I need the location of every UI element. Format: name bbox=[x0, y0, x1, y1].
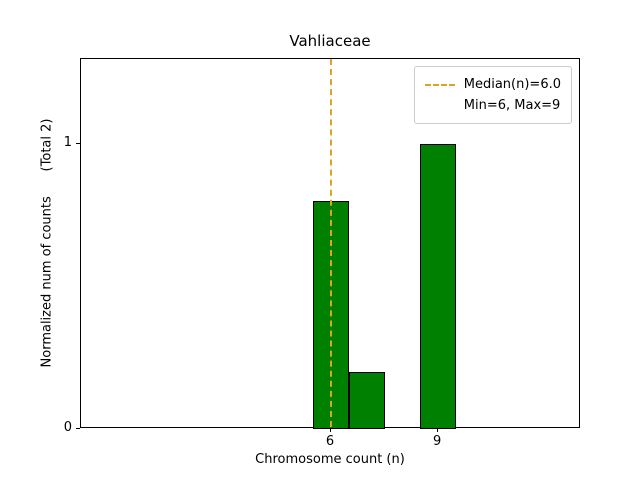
x-axis-label: Chromosome count (n) bbox=[255, 452, 405, 467]
y-tick bbox=[76, 143, 80, 145]
x-tick bbox=[330, 428, 331, 432]
plot-area: Median(n)=6.0 Min=6, Max=9 bbox=[80, 58, 580, 429]
legend-label-minmax: Min=6, Max=9 bbox=[463, 98, 561, 113]
legend: Median(n)=6.0 Min=6, Max=9 bbox=[413, 66, 572, 124]
legend-row: Min=6, Max=9 bbox=[425, 95, 561, 116]
bar bbox=[348, 372, 385, 429]
median-line bbox=[330, 59, 332, 427]
legend-row: Median(n)=6.0 bbox=[424, 74, 561, 95]
legend-label-median: Median(n)=6.0 bbox=[463, 77, 561, 92]
x-tick-label: 9 bbox=[433, 434, 442, 449]
x-tick-label: 6 bbox=[325, 434, 335, 449]
x-tick bbox=[437, 428, 439, 432]
y-tick-label: 0 bbox=[63, 420, 72, 435]
y-tick-label: 1 bbox=[63, 135, 72, 151]
y-axis-label: Normalized num of counts (Total 2) bbox=[39, 118, 55, 368]
y-tick bbox=[76, 428, 80, 429]
legend-dashed-line-sample bbox=[424, 83, 455, 86]
bar bbox=[420, 144, 456, 429]
chart-title: Vahliaceae bbox=[289, 32, 371, 50]
